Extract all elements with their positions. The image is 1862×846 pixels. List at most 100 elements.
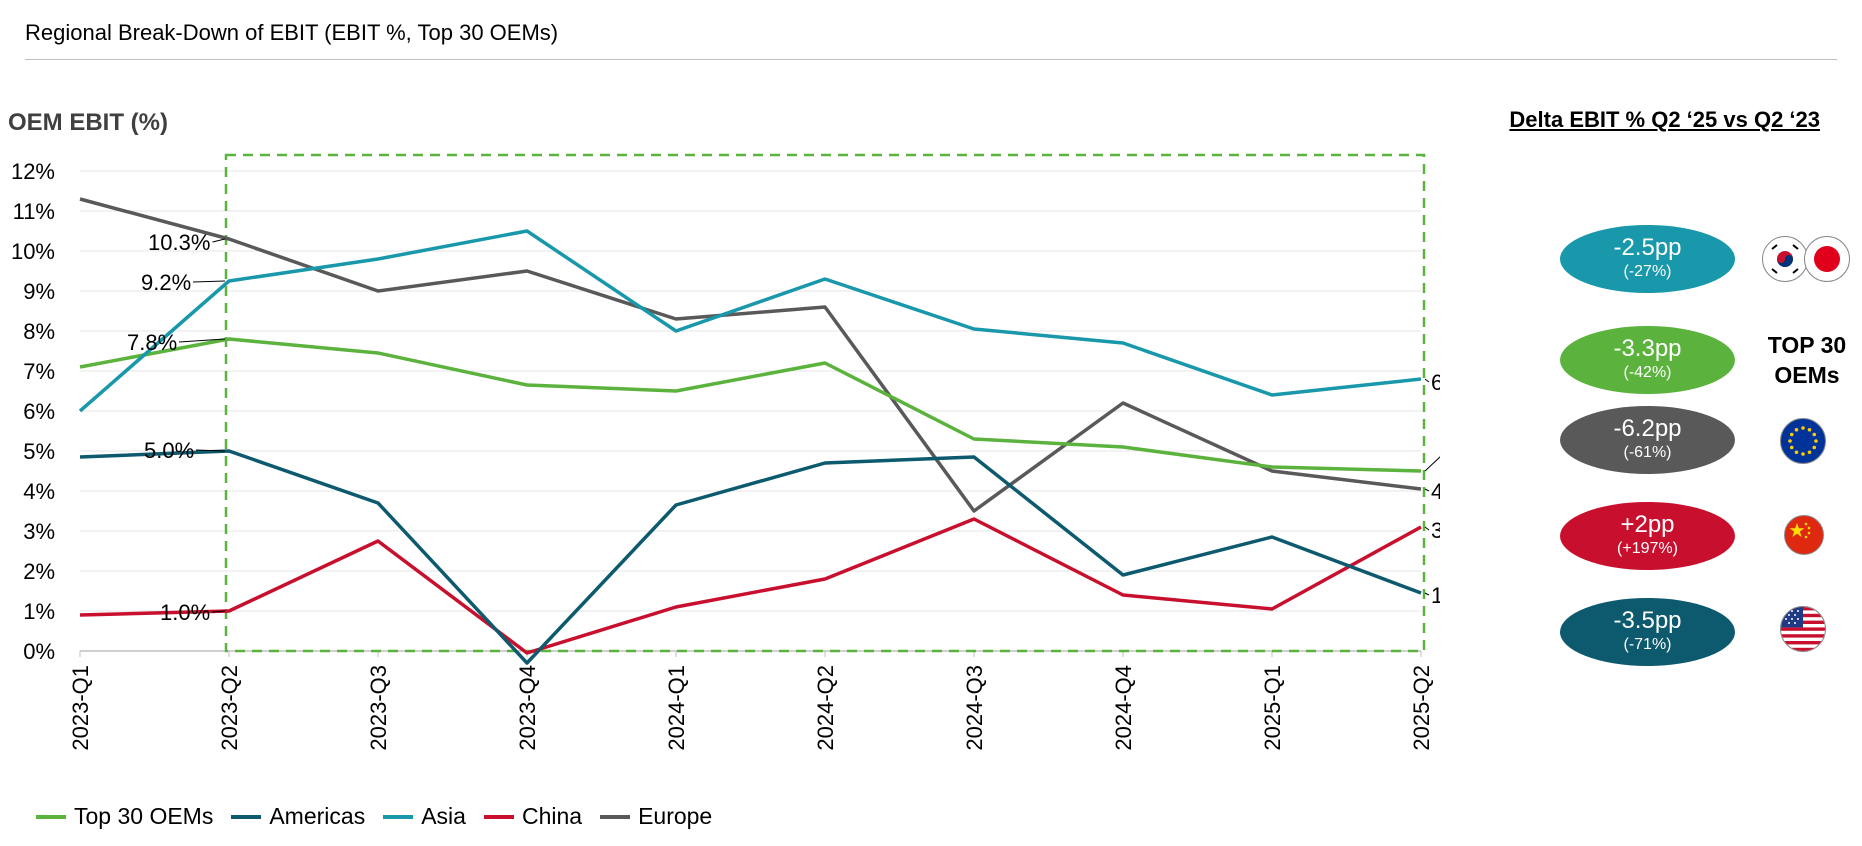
y-tick-label: 8% bbox=[23, 319, 55, 344]
series-lines bbox=[78, 197, 1422, 665]
y-tick-label: 7% bbox=[23, 359, 55, 384]
x-tick-label: 2023-Q4 bbox=[515, 665, 540, 751]
eu-star bbox=[1789, 445, 1794, 450]
legend-swatch bbox=[483, 814, 514, 819]
start-value-label: 1.0% bbox=[160, 600, 210, 625]
delta-percent: (-42%) bbox=[1623, 364, 1672, 381]
delta-value: -3.5pp bbox=[1613, 607, 1682, 634]
y-tick-label: 0% bbox=[23, 639, 55, 664]
legend-item-europe: Europe bbox=[600, 803, 712, 830]
delta-percent: (+197%) bbox=[1617, 540, 1678, 557]
x-tick-label: 2023-Q3 bbox=[366, 665, 391, 751]
eu-star bbox=[1789, 432, 1794, 437]
delta-percent: (-71%) bbox=[1623, 636, 1672, 653]
series-line-china bbox=[79, 517, 1422, 655]
y-tick-label: 2% bbox=[23, 559, 55, 584]
leader-line bbox=[195, 449, 226, 452]
start-value-label: 7.8% bbox=[127, 330, 177, 355]
start-value-label: 10.3% bbox=[148, 230, 210, 255]
leader-line bbox=[1424, 378, 1430, 383]
y-tick-label: 1% bbox=[23, 599, 55, 624]
delta-pill-asia: -2.5pp (-27%) bbox=[1560, 225, 1735, 293]
legend-label: Top 30 OEMs bbox=[74, 803, 214, 829]
end-value-label: 4.0% bbox=[1431, 479, 1440, 504]
delta-value: +2pp bbox=[1620, 511, 1675, 538]
eu-star bbox=[1812, 445, 1817, 450]
chart-legend: Top 30 OEMs Americas Asia China Europe bbox=[36, 803, 712, 830]
eu-star bbox=[1801, 426, 1805, 430]
grid-lines bbox=[80, 170, 1421, 652]
eu-star bbox=[1788, 439, 1792, 443]
eu-star bbox=[1807, 427, 1812, 432]
china-flag-icon bbox=[1784, 515, 1824, 555]
title-divider bbox=[25, 59, 1837, 60]
legend-swatch bbox=[231, 814, 262, 819]
legend-swatch bbox=[600, 814, 631, 819]
legend-label: Americas bbox=[269, 803, 366, 829]
delta-panel-title: Delta EBIT % Q2 ‘25 vs Q2 ‘23 bbox=[1509, 107, 1820, 132]
delta-pill-china: +2pp (+197%) bbox=[1560, 502, 1735, 570]
delta-pill-top30: -3.3pp (-42%) bbox=[1560, 326, 1735, 394]
japan-flag-icon bbox=[1804, 236, 1850, 282]
legend-label: Asia bbox=[421, 803, 466, 829]
y-axis-title: OEM EBIT (%) bbox=[8, 109, 168, 136]
delta-value: -6.2pp bbox=[1613, 415, 1682, 442]
legend-label: China bbox=[521, 803, 583, 829]
legend-item-americas: Americas bbox=[231, 803, 365, 830]
series-line-americas bbox=[79, 449, 1422, 665]
x-tick-label: 2024-Q3 bbox=[962, 665, 987, 751]
delta-value: -3.3pp bbox=[1613, 335, 1682, 362]
eu-star bbox=[1814, 439, 1818, 443]
delta-percent: (-27%) bbox=[1623, 263, 1672, 280]
legend-item-asia: Asia bbox=[383, 803, 466, 830]
y-tick-label: 5% bbox=[23, 439, 55, 464]
y-tick-label: 12% bbox=[11, 159, 55, 184]
eu-star bbox=[1794, 427, 1799, 432]
series-line-asia bbox=[78, 229, 1422, 413]
end-value-label: 6.8% bbox=[1431, 370, 1440, 395]
leader-line bbox=[192, 280, 226, 283]
delta-percent: (-61%) bbox=[1623, 444, 1672, 461]
x-tick-label: 2025-Q2 bbox=[1409, 665, 1434, 751]
legend-swatch bbox=[383, 814, 414, 819]
leader-line bbox=[212, 238, 226, 243]
y-tick-label: 9% bbox=[23, 279, 55, 304]
end-value-label: 1.4% bbox=[1431, 583, 1440, 608]
series-line-europe bbox=[79, 197, 1422, 513]
highlight-box bbox=[224, 153, 1426, 653]
x-axis-ticks: 2023-Q1 2023-Q2 2023-Q3 2023-Q4 2024-Q1 2024-… bbox=[68, 651, 1434, 751]
eu-flag-icon bbox=[1780, 418, 1826, 464]
y-tick-label: 11% bbox=[13, 199, 55, 224]
top30-oems-label: TOP 30 OEMs bbox=[1752, 330, 1862, 390]
y-tick-label: 3% bbox=[23, 519, 55, 544]
eu-star bbox=[1812, 432, 1817, 437]
leader-line bbox=[1424, 488, 1430, 492]
legend-label: Europe bbox=[638, 803, 713, 829]
y-tick-label: 6% bbox=[23, 399, 55, 424]
top30-label-line1: TOP 30 bbox=[1767, 332, 1847, 358]
y-axis-ticks: 0% 1% 2% 3% 4% 5% 6% 7% 8% 9% 10% 11% 12% bbox=[11, 159, 55, 664]
x-tick-label: 2024-Q2 bbox=[813, 665, 838, 751]
x-tick-label: 2023-Q2 bbox=[217, 665, 242, 751]
leader-line bbox=[1424, 526, 1430, 531]
legend-item-china: China bbox=[483, 803, 583, 830]
x-tick-label: 2024-Q4 bbox=[1111, 665, 1136, 751]
top30-label-line2: OEMs bbox=[1774, 362, 1840, 388]
y-tick-label: 4% bbox=[23, 479, 55, 504]
korea-flag-icon bbox=[1762, 236, 1808, 282]
page-title: Regional Break-Down of EBIT (EBIT %, Top… bbox=[25, 20, 559, 45]
x-tick-label: 2024-Q1 bbox=[664, 665, 689, 751]
legend-item-top30: Top 30 OEMs bbox=[36, 803, 213, 830]
eu-star bbox=[1794, 450, 1799, 455]
delta-pill-americas: -3.5pp (-71%) bbox=[1560, 598, 1735, 666]
start-value-label: 5.0% bbox=[144, 438, 194, 463]
delta-value: -2.5pp bbox=[1613, 234, 1682, 261]
eu-star bbox=[1807, 450, 1812, 455]
ebit-line-chart: OEM EBIT (%) 0% 1% 2% 3% 4% 5% 6% 7% 8% 9% 10% 11% 1… bbox=[8, 109, 1440, 751]
y-tick-label: 10% bbox=[11, 239, 55, 264]
end-value-label: 3.1% bbox=[1431, 518, 1440, 543]
leader-line bbox=[1424, 592, 1430, 596]
usa-flag-icon bbox=[1780, 606, 1826, 652]
delta-pill-europe: -6.2pp (-61%) bbox=[1560, 406, 1735, 474]
legend-swatch bbox=[36, 814, 66, 819]
